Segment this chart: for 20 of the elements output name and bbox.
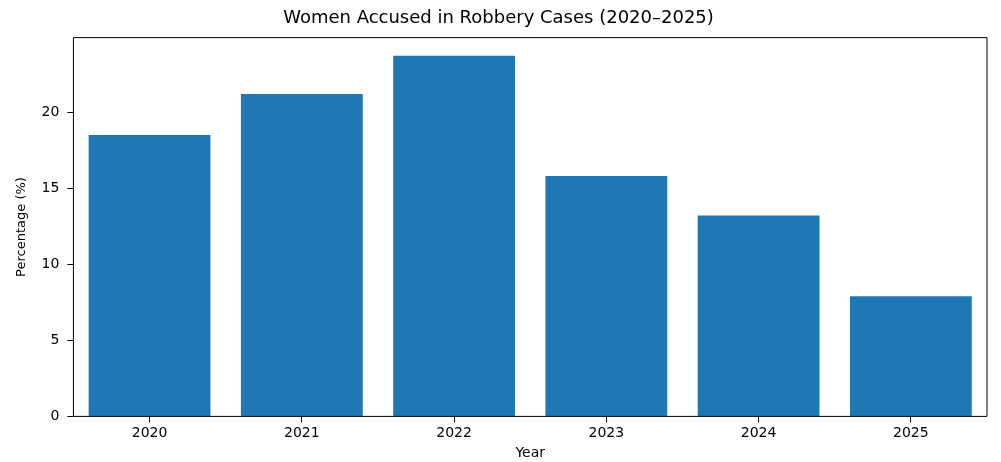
- bar: [88, 134, 211, 416]
- bar: [240, 93, 363, 416]
- x-tick-label: 2023: [588, 424, 625, 441]
- x-tick-label: 2022: [436, 424, 472, 441]
- y-axis-title: Percentage (%): [13, 177, 29, 277]
- y-tick-label: 10: [41, 254, 60, 271]
- y-tick-label: 0: [50, 407, 60, 424]
- x-tick-label: 2021: [283, 424, 320, 441]
- bar: [697, 215, 820, 416]
- bar: [545, 176, 668, 416]
- x-tick-label: 2024: [740, 424, 777, 441]
- chart-title: Women Accused in Robbery Cases (2020–2025): [283, 6, 714, 28]
- x-axis-title: Year: [514, 444, 546, 461]
- x-tick-label: 2025: [893, 424, 929, 441]
- x-tick-label: 2020: [131, 424, 168, 441]
- y-tick-label: 20: [41, 102, 60, 119]
- bar: [393, 55, 515, 416]
- bar: [849, 296, 972, 416]
- y-tick-label: 5: [50, 330, 60, 347]
- y-tick-label: 15: [41, 178, 60, 195]
